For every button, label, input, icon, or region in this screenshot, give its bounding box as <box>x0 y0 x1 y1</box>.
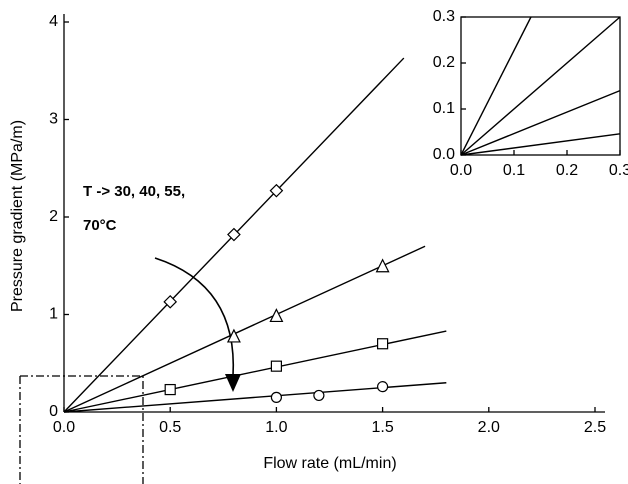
marker <box>377 338 389 350</box>
y-tick-label: 0.2 <box>433 54 455 71</box>
y-tick-label: 0 <box>49 403 58 420</box>
x-axis-label: Flow rate (mL/min) <box>263 455 396 472</box>
x-tick-label: 1.5 <box>371 419 393 436</box>
annotation: T -> 30, 40, 55, <box>83 183 185 200</box>
y-tick-label: 4 <box>49 13 58 30</box>
marker <box>163 294 178 309</box>
marker <box>269 183 284 198</box>
marker <box>270 360 282 372</box>
y-axis-label: Pressure gradient (MPa/m) <box>9 120 26 312</box>
fit-line <box>460 89 621 156</box>
x-tick-label: 1.0 <box>265 419 287 436</box>
zoom-region <box>19 375 144 484</box>
fit-line <box>63 245 426 413</box>
y-tick-label: 0.3 <box>433 8 455 25</box>
x-tick-label: 0.0 <box>450 162 472 179</box>
arrow-head <box>225 374 241 392</box>
x-tick-label: 0.3 <box>609 162 628 179</box>
y-tick-label: 1 <box>49 306 58 323</box>
fit-line <box>460 16 621 156</box>
x-tick-label: 0.0 <box>53 419 75 436</box>
marker <box>313 389 325 402</box>
x-tick-label: 0.1 <box>503 162 525 179</box>
x-tick-label: 0.5 <box>159 419 181 436</box>
marker <box>226 328 241 343</box>
fit-line <box>460 133 621 156</box>
x-tick-label: 2.0 <box>478 419 500 436</box>
x-tick-label: 2.5 <box>584 419 606 436</box>
x-tick-label: 0.2 <box>556 162 578 179</box>
marker <box>270 391 282 403</box>
y-tick-label: 0.0 <box>433 146 455 163</box>
plot-frame <box>460 16 621 156</box>
marker <box>164 383 176 396</box>
marker <box>269 308 284 323</box>
annotation: 70°C <box>83 217 117 234</box>
y-tick-label: 3 <box>49 111 58 128</box>
marker <box>227 227 241 242</box>
marker <box>377 381 389 393</box>
y-tick-label: 2 <box>49 208 58 225</box>
marker <box>375 258 390 273</box>
fit-line <box>63 382 447 413</box>
fit-line <box>63 330 447 413</box>
fit-line <box>460 16 532 156</box>
trend-arrow <box>154 257 235 377</box>
y-tick-label: 0.1 <box>433 100 455 117</box>
